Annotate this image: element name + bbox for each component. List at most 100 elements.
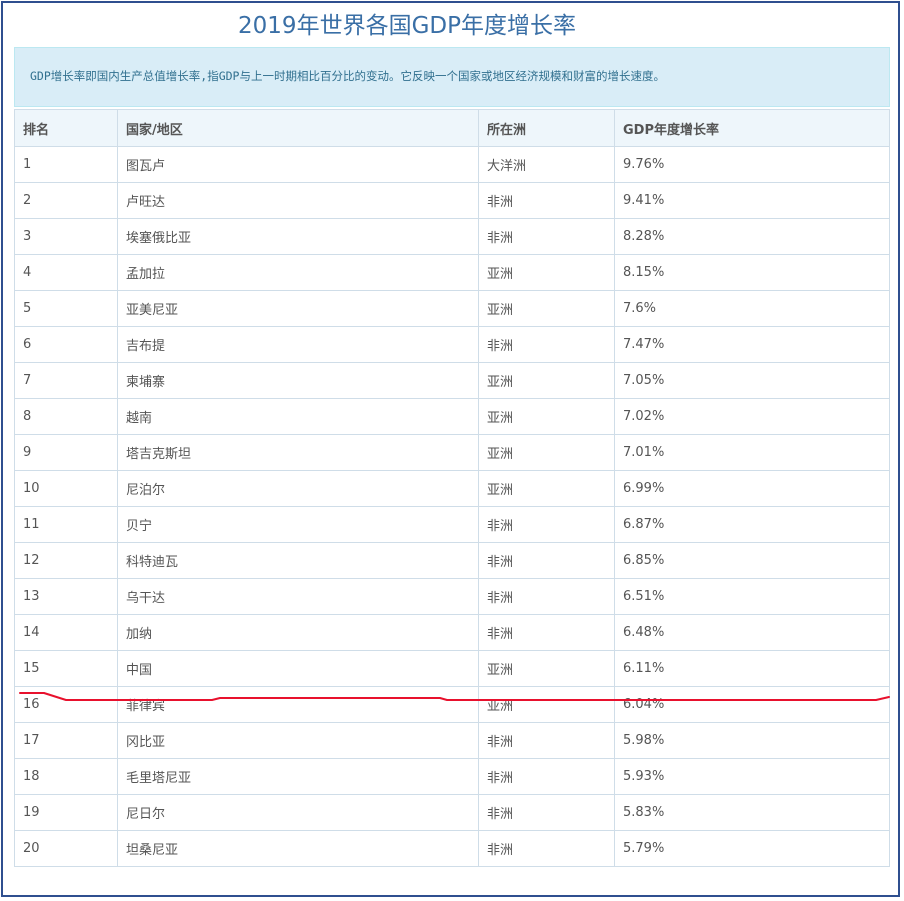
cell-gdp-growth: 6.48% (614, 614, 890, 651)
cell-gdp-growth: 6.11% (614, 650, 890, 687)
cell-country: 坦桑尼亚 (117, 830, 479, 867)
cell-country: 尼日尔 (117, 794, 479, 831)
cell-continent: 非洲 (478, 830, 615, 867)
table-row: 15 中国 亚洲 6.11% (14, 650, 890, 687)
cell-rank: 15 (14, 650, 118, 687)
cell-country: 尼泊尔 (117, 470, 479, 507)
page-title: 2019年世界各国GDP年度增长率 (238, 13, 576, 39)
table-row: 16 菲律宾 亚洲 6.04% (14, 686, 890, 723)
cell-gdp-growth: 7.47% (614, 326, 890, 363)
cell-rank: 2 (14, 182, 118, 219)
table-row: 5 亚美尼亚 亚洲 7.6% (14, 290, 890, 327)
cell-gdp-growth: 5.93% (614, 758, 890, 795)
cell-continent: 非洲 (478, 182, 615, 219)
cell-continent: 亚洲 (478, 470, 615, 507)
cell-gdp-growth: 7.6% (614, 290, 890, 327)
cell-country: 毛里塔尼亚 (117, 758, 479, 795)
cell-gdp-growth: 9.41% (614, 182, 890, 219)
cell-country: 乌干达 (117, 578, 479, 615)
cell-continent: 亚洲 (478, 362, 615, 399)
cell-country: 科特迪瓦 (117, 542, 479, 579)
table-row: 20 坦桑尼亚 非洲 5.79% (14, 830, 890, 867)
cell-country: 越南 (117, 398, 479, 435)
cell-continent: 非洲 (478, 578, 615, 615)
cell-continent: 亚洲 (478, 434, 615, 471)
cell-continent: 亚洲 (478, 290, 615, 327)
cell-rank: 9 (14, 434, 118, 471)
cell-country: 柬埔寨 (117, 362, 479, 399)
cell-country: 孟加拉 (117, 254, 479, 291)
header-gdp-growth[interactable]: GDP年度增长率 (614, 109, 890, 147)
cell-gdp-growth: 5.98% (614, 722, 890, 759)
cell-country: 亚美尼亚 (117, 290, 479, 327)
cell-country: 冈比亚 (117, 722, 479, 759)
cell-rank: 16 (14, 686, 118, 723)
cell-country: 贝宁 (117, 506, 479, 543)
cell-gdp-growth: 5.83% (614, 794, 890, 831)
cell-country: 卢旺达 (117, 182, 479, 219)
cell-rank: 6 (14, 326, 118, 363)
cell-country: 吉布提 (117, 326, 479, 363)
cell-rank: 19 (14, 794, 118, 831)
table-row: 10 尼泊尔 亚洲 6.99% (14, 470, 890, 507)
header-country[interactable]: 国家/地区 (117, 109, 479, 147)
table-row: 3 埃塞俄比亚 非洲 8.28% (14, 218, 890, 255)
cell-continent: 非洲 (478, 506, 615, 543)
cell-rank: 5 (14, 290, 118, 327)
cell-country: 图瓦卢 (117, 146, 479, 183)
cell-continent: 非洲 (478, 326, 615, 363)
cell-rank: 4 (14, 254, 118, 291)
cell-gdp-growth: 8.28% (614, 218, 890, 255)
table-row: 13 乌干达 非洲 6.51% (14, 578, 890, 615)
table-row: 19 尼日尔 非洲 5.83% (14, 794, 890, 831)
cell-country: 埃塞俄比亚 (117, 218, 479, 255)
cell-continent: 非洲 (478, 218, 615, 255)
table-row: 7 柬埔寨 亚洲 7.05% (14, 362, 890, 399)
cell-continent: 大洋洲 (478, 146, 615, 183)
cell-rank: 20 (14, 830, 118, 867)
cell-country: 中国 (117, 650, 479, 687)
table-header-row: 排名 国家/地区 所在洲 GDP年度增长率 (14, 109, 890, 147)
table-body: 1 图瓦卢 大洋洲 9.76% 2 卢旺达 非洲 9.41% 3 埃塞俄比亚 非洲 8.28% 4 孟加拉… (14, 146, 890, 867)
cell-continent: 非洲 (478, 614, 615, 651)
cell-continent: 非洲 (478, 542, 615, 579)
cell-gdp-growth: 5.79% (614, 830, 890, 867)
table-row: 14 加纳 非洲 6.48% (14, 614, 890, 651)
cell-gdp-growth: 6.51% (614, 578, 890, 615)
table-row: 9 塔吉克斯坦 亚洲 7.01% (14, 434, 890, 471)
cell-continent: 亚洲 (478, 686, 615, 723)
cell-gdp-growth: 6.85% (614, 542, 890, 579)
info-notice: GDP增长率即国内生产总值增长率,指GDP与上一时期相比百分比的变动。它反映一个… (14, 47, 890, 107)
cell-continent: 非洲 (478, 794, 615, 831)
cell-rank: 11 (14, 506, 118, 543)
cell-country: 加纳 (117, 614, 479, 651)
cell-gdp-growth: 6.99% (614, 470, 890, 507)
table-row: 1 图瓦卢 大洋洲 9.76% (14, 146, 890, 183)
cell-gdp-growth: 7.05% (614, 362, 890, 399)
cell-rank: 18 (14, 758, 118, 795)
cell-gdp-growth: 6.04% (614, 686, 890, 723)
header-rank[interactable]: 排名 (14, 109, 118, 147)
table-row: 8 越南 亚洲 7.02% (14, 398, 890, 435)
cell-rank: 1 (14, 146, 118, 183)
cell-country: 菲律宾 (117, 686, 479, 723)
cell-rank: 12 (14, 542, 118, 579)
table-row: 4 孟加拉 亚洲 8.15% (14, 254, 890, 291)
cell-rank: 8 (14, 398, 118, 435)
cell-continent: 非洲 (478, 758, 615, 795)
gdp-growth-table: 排名 国家/地区 所在洲 GDP年度增长率 1 图瓦卢 大洋洲 9.76% 2 卢旺达 非洲… (14, 109, 890, 867)
table-row: 6 吉布提 非洲 7.47% (14, 326, 890, 363)
table-row: 12 科特迪瓦 非洲 6.85% (14, 542, 890, 579)
cell-country: 塔吉克斯坦 (117, 434, 479, 471)
cell-rank: 17 (14, 722, 118, 759)
cell-continent: 亚洲 (478, 650, 615, 687)
cell-rank: 14 (14, 614, 118, 651)
cell-continent: 亚洲 (478, 254, 615, 291)
cell-gdp-growth: 7.02% (614, 398, 890, 435)
table-row: 18 毛里塔尼亚 非洲 5.93% (14, 758, 890, 795)
table-row: 11 贝宁 非洲 6.87% (14, 506, 890, 543)
table-row: 2 卢旺达 非洲 9.41% (14, 182, 890, 219)
cell-rank: 10 (14, 470, 118, 507)
header-continent[interactable]: 所在洲 (478, 109, 615, 147)
